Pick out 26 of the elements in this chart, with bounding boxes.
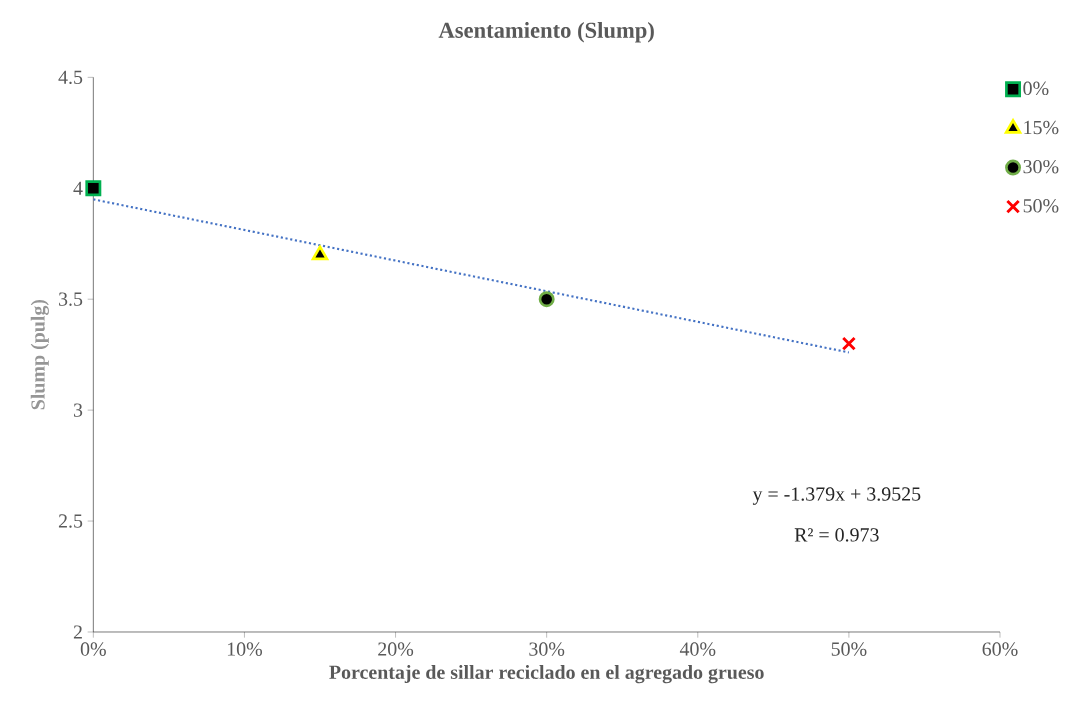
x-tick-label: 10%: [227, 642, 263, 656]
chart-title: Asentamiento (Slump): [438, 22, 654, 43]
y-tick-label: 4.5: [58, 70, 83, 85]
annotation: y = -1.379x + 3.9525: [752, 487, 921, 505]
legend-label: 50%: [1023, 199, 1059, 213]
legend-label: 30%: [1023, 159, 1059, 174]
y-tick-label: 4: [73, 181, 83, 195]
legend-label: 15%: [1024, 120, 1059, 135]
y-tick-label: 2: [73, 625, 82, 639]
annotation: R² = 0.973: [794, 528, 879, 542]
x-tick-label: 60%: [982, 642, 1018, 656]
legend-label: 0%: [1023, 81, 1049, 96]
y-tick-label: 3: [73, 403, 83, 417]
y-tick-label: 2.5: [58, 514, 83, 528]
y-tick-label: 3.5: [59, 292, 83, 306]
point: [841, 336, 856, 351]
x-tick-label: 40%: [679, 642, 716, 656]
x-tick-label: 30%: [529, 642, 565, 656]
point: [311, 245, 329, 261]
x-tick-label: 50%: [831, 642, 867, 656]
x-tick-label: 20%: [378, 642, 414, 656]
y-axis-title: Slump (pulg): [30, 299, 49, 410]
x-tick-label: 0%: [80, 642, 106, 656]
x-axis-title: Porcentaje de sillar reciclado en el agregado grueso: [329, 665, 764, 684]
point: [85, 180, 102, 197]
point: [538, 291, 555, 308]
